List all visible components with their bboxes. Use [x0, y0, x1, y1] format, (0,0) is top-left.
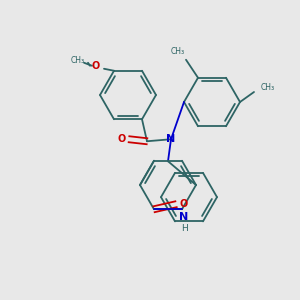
Text: O: O — [180, 199, 188, 209]
Text: N: N — [167, 134, 176, 144]
Text: CH₃: CH₃ — [171, 47, 185, 56]
Text: O: O — [92, 61, 100, 71]
Text: N: N — [179, 212, 189, 222]
Text: CH₃: CH₃ — [71, 56, 85, 65]
Text: O: O — [118, 134, 126, 144]
Text: CH₃: CH₃ — [261, 82, 275, 91]
Text: H: H — [181, 224, 188, 233]
